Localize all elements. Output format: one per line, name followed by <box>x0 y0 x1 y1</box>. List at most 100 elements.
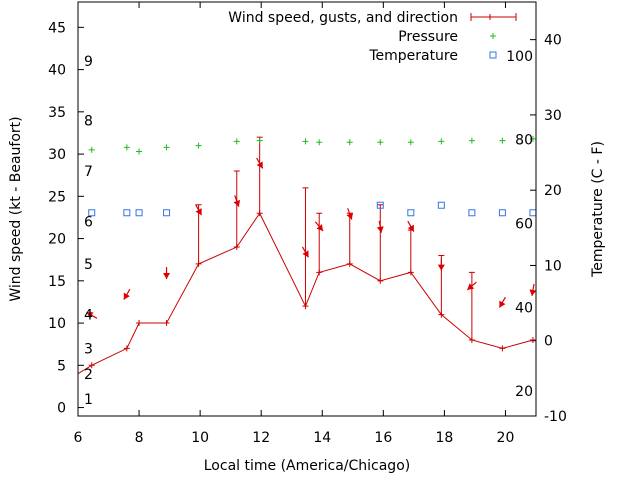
y-left-tick-label: 30 <box>48 147 66 163</box>
pressure-point <box>123 144 130 151</box>
x-tick-label: 12 <box>252 430 270 446</box>
wind-speed-point <box>377 277 384 284</box>
wind-speed-point <box>302 303 309 310</box>
wind-arrow-head <box>407 224 414 232</box>
wind-direction-arrow <box>314 221 324 232</box>
wind-direction-arrow <box>376 220 384 233</box>
wind-speed-point <box>529 336 536 343</box>
pressure-point <box>195 142 202 149</box>
y-right-tick-label: 0 <box>544 334 553 350</box>
wind-direction-arrow <box>437 258 445 271</box>
x-tick-label: 18 <box>435 430 453 446</box>
pressure-point <box>316 139 323 146</box>
legend-label-temperature: Temperature <box>368 48 458 64</box>
pressure-point <box>377 139 384 146</box>
y-left-tick-label: 0 <box>57 401 66 417</box>
pressure-point <box>529 135 536 142</box>
beaufort-label: 7 <box>84 164 93 180</box>
temperature-point <box>437 201 445 209</box>
y-left-tick-label: 20 <box>48 232 66 248</box>
beaufort-label: 8 <box>84 113 93 129</box>
fahrenheit-label: 40 <box>515 301 533 317</box>
wind-direction-arrow <box>301 246 309 258</box>
y-right-tick-label: -10 <box>544 409 567 425</box>
pressure-point <box>302 138 309 145</box>
legend-label-wind: Wind speed, gusts, and direction <box>228 10 458 26</box>
fahrenheit-label: 60 <box>515 216 533 232</box>
temperature-point <box>135 209 143 217</box>
pressure-point <box>163 144 170 151</box>
y-left-tick-label: 40 <box>48 63 66 79</box>
x-tick-label: 20 <box>497 430 515 446</box>
temperature-point <box>407 209 415 217</box>
wind-speed-point <box>136 320 143 327</box>
wind-speed-point <box>123 345 130 352</box>
pressure-point <box>438 138 445 145</box>
legend-label-pressure: Pressure <box>398 29 458 45</box>
wind-speed-point <box>163 320 170 327</box>
wind-speed-point <box>88 362 95 369</box>
temperature-point <box>468 209 476 217</box>
y-left-tick-label: 25 <box>48 189 66 205</box>
temperature-point <box>123 209 131 217</box>
wind-arrow-head <box>256 161 263 169</box>
label-layer: 6 8 10 12 14 16 18 20051015202530354045-1001020… <box>48 20 567 446</box>
y-left-tick-label: 45 <box>48 20 66 36</box>
x-tick-label: 6 <box>74 430 83 446</box>
wind-speed-point <box>499 345 506 352</box>
wind-speed-point <box>256 210 263 217</box>
wind-direction-arrow <box>346 208 354 220</box>
temperature-point <box>529 209 537 217</box>
plot-layer <box>78 135 537 375</box>
x-tick-label: 8 <box>135 430 144 446</box>
wind-arrow-head <box>346 212 354 220</box>
wind-speed-point <box>316 269 323 276</box>
beaufort-label: 6 <box>84 215 93 231</box>
wind-arrow-head <box>529 289 537 296</box>
pressure-point <box>233 138 240 145</box>
y-left-tick-label: 35 <box>48 105 66 121</box>
plot-frame <box>77 1 537 417</box>
wind-arrow-head <box>499 300 506 308</box>
wind-direction-arrow <box>163 267 171 280</box>
wind-direction-arrow <box>498 296 506 308</box>
fahrenheit-label: 80 <box>515 133 533 149</box>
y-left-axis-title: Wind speed (kt - Beaufort) <box>8 116 24 301</box>
y-left-tick-label: 10 <box>48 316 66 332</box>
legend: Wind speed, gusts, and direction Pressur… <box>228 10 517 64</box>
temperature-point <box>498 209 506 217</box>
wind-speed-point <box>438 311 445 318</box>
y-right-axis-title: Temperature (C - F) <box>590 141 606 278</box>
pressure-point <box>346 139 353 146</box>
y-right-tick-label: 20 <box>544 183 562 199</box>
beaufort-label: 4 <box>84 308 93 324</box>
pressure-point <box>468 137 475 144</box>
beaufort-label: 3 <box>84 341 93 357</box>
y-right-tick-label: 10 <box>544 258 562 274</box>
beaufort-label: 9 <box>84 54 93 70</box>
wind-direction-arrow <box>407 220 415 232</box>
wind-direction-arrow <box>195 204 203 216</box>
x-tick-label: 14 <box>313 430 331 446</box>
beaufort-label: 5 <box>84 257 93 273</box>
y-left-tick-label: 15 <box>48 274 66 290</box>
wind-arrow-head <box>437 264 445 271</box>
legend-temperature-point <box>489 51 497 59</box>
wind-arrow-head <box>302 250 309 258</box>
beaufort-label: 2 <box>84 367 93 383</box>
temperature-point <box>88 209 96 217</box>
pressure-point <box>136 148 143 155</box>
beaufort-label: 1 <box>84 392 93 408</box>
tick-layer <box>77 2 536 417</box>
pressure-point <box>88 146 95 153</box>
wind-arrow-head <box>123 292 130 300</box>
wind-speed-point <box>407 269 414 276</box>
wind-speed-point <box>346 260 353 267</box>
wind-arrow-head <box>316 224 324 231</box>
legend-pressure-point <box>490 33 496 39</box>
wind-arrow-head <box>86 312 94 319</box>
fahrenheit-label: 100 <box>506 49 533 65</box>
x-tick-label: 10 <box>191 430 209 446</box>
wind-direction-arrow <box>529 283 537 296</box>
x-tick-label: 16 <box>374 430 392 446</box>
